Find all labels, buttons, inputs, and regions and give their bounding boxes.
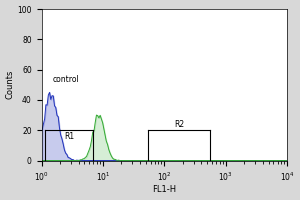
Y-axis label: Counts: Counts [6,70,15,99]
Text: R1: R1 [64,132,74,141]
Text: R2: R2 [174,120,184,129]
Text: control: control [52,75,79,84]
X-axis label: FL1-H: FL1-H [152,185,176,194]
